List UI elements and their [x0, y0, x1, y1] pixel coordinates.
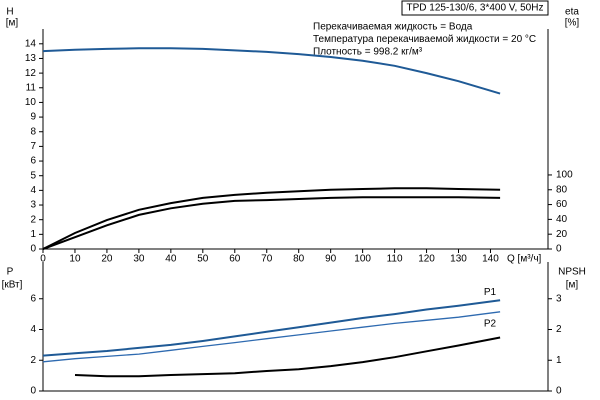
y2-axis-unit: [м]: [566, 280, 579, 291]
y-tick-label: 7: [30, 141, 36, 152]
y2-tick-label: 1: [556, 355, 562, 366]
y-tick-label: 1: [30, 229, 36, 240]
x-tick-label: 30: [133, 254, 145, 265]
y2-axis-label: eta: [565, 7, 579, 18]
curve: [42, 299, 501, 357]
y2-tick-label: 100: [556, 170, 573, 181]
y-tick-label: 9: [30, 112, 36, 123]
x-tick-label: 100: [354, 254, 371, 265]
y2-tick-label: 60: [556, 199, 568, 210]
chart-title: TPD 125-130/6, 3*400 V, 50Hz: [407, 3, 544, 14]
y-axis-unit: [кВт]: [2, 280, 23, 291]
curve-label: P1: [484, 287, 497, 298]
y-tick-label: 6: [30, 293, 36, 304]
y-tick-label: 14: [25, 38, 37, 49]
y2-tick-label: 2: [556, 324, 562, 335]
title-box: [401, 0, 549, 16]
y-tick-label: 2: [30, 214, 36, 225]
y2-axis-unit: [%]: [565, 18, 580, 29]
y-tick-label: 4: [30, 324, 36, 335]
y-tick-label: 13: [25, 53, 37, 64]
x-tick-label: 120: [418, 254, 435, 265]
y-tick-label: 12: [25, 68, 37, 79]
x-tick-label: 20: [101, 254, 113, 265]
x-tick-label: 140: [482, 254, 499, 265]
y-tick-label: 5: [30, 170, 36, 181]
y-tick-label: 0: [30, 244, 36, 255]
y-tick-label: 2: [30, 355, 36, 366]
y-tick-label: 3: [30, 200, 36, 211]
y-tick-label: 0: [30, 386, 36, 397]
curve: [42, 187, 501, 250]
y2-tick-label: 20: [556, 229, 568, 240]
y-tick-label: 4: [30, 185, 36, 196]
x-tick-label: 40: [165, 254, 177, 265]
annotation: Плотность = 998.2 кг/м³: [313, 47, 423, 58]
y2-tick-label: 3: [556, 293, 562, 304]
curve: [42, 196, 501, 250]
y-tick-label: 11: [26, 82, 37, 93]
y-axis-label: P: [7, 267, 14, 278]
x-tick-label: 10: [69, 254, 81, 265]
curve: [42, 311, 501, 363]
y2-tick-label: 40: [556, 214, 568, 225]
x-tick-label: 60: [229, 254, 241, 265]
curve-label: P2: [484, 318, 497, 329]
y-tick-label: 10: [25, 97, 37, 108]
x-tick-label: 90: [325, 254, 337, 265]
y2-tick-label: 0: [556, 244, 562, 255]
y2-tick-label: 80: [556, 184, 568, 195]
y-axis-unit: [м]: [6, 18, 19, 29]
x-tick-label: 80: [293, 254, 305, 265]
y-axis-label: H: [6, 7, 13, 18]
annotation: Перекачиваемая жидкость = Вода: [313, 22, 473, 33]
y-tick-label: 6: [30, 156, 36, 167]
y-tick-label: 8: [30, 126, 36, 137]
x-tick-label: 130: [450, 254, 467, 265]
annotation: Температура перекачиваемой жидкости = 20…: [313, 34, 536, 45]
y2-axis-label: NPSH: [558, 267, 586, 278]
x-axis-label: Q [м³/ч]: [507, 254, 542, 265]
x-tick-label: 110: [387, 254, 403, 265]
x-tick-label: 70: [261, 254, 273, 265]
y2-tick-label: 0: [556, 386, 562, 397]
curve: [74, 336, 501, 378]
x-tick-label: 50: [197, 254, 209, 265]
x-tick-label: 0: [40, 254, 46, 265]
curve: [42, 47, 501, 95]
